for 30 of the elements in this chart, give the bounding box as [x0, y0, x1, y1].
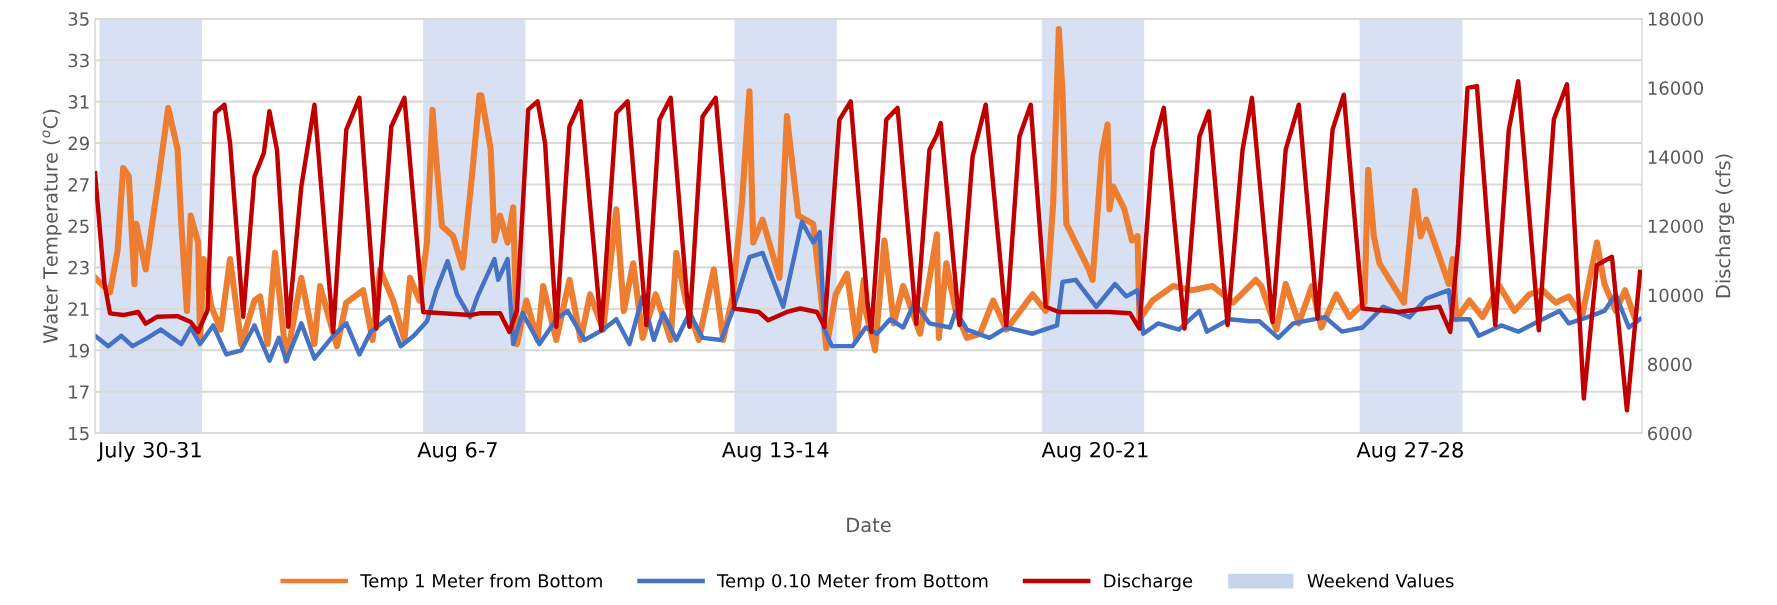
- x-tick-label: Aug 6-7: [417, 441, 497, 462]
- y-tick-label: 35: [68, 12, 89, 26]
- y-tick-label: 15: [69, 426, 89, 441]
- x-axis-title: Date: [847, 517, 891, 533]
- y-axis-title: Water Temperature ($^{o}$C): [42, 109, 62, 344]
- y-tick-label: 25: [68, 219, 89, 234]
- y-tick-label: 29: [68, 136, 89, 151]
- y2-tick-label: 6000: [1648, 426, 1692, 441]
- x-tick-label: Aug 13-14: [721, 441, 829, 462]
- y-tick-label: 21: [68, 302, 89, 316]
- y-tick-label: 19: [69, 343, 89, 358]
- x-tick-label: July 30-31: [96, 441, 201, 462]
- x-tick-label: Aug 27-28: [1356, 441, 1463, 462]
- y2-tick-label: 14000: [1648, 150, 1704, 165]
- legend-label: Temp 1 Meter from Bottom: [360, 573, 602, 592]
- y2-tick-label: 18000: [1648, 12, 1704, 26]
- x-tick-label: Aug 20-21: [1041, 441, 1148, 462]
- y-tick-label: 23: [68, 260, 89, 275]
- y2-axis-title: Discharge (cfs): [1715, 154, 1735, 298]
- legend-label: Weekend Values: [1307, 573, 1454, 588]
- y2-tick-label: 16000: [1648, 81, 1704, 95]
- y2-tick-label: 8000: [1648, 357, 1692, 372]
- legend-label: Discharge: [1104, 573, 1193, 592]
- y2-tick-label: 12000: [1648, 219, 1704, 234]
- y-tick-label: 33: [68, 53, 89, 68]
- y-tick-label: 17: [69, 385, 89, 399]
- y2-tick-label: 10000: [1648, 288, 1704, 303]
- y-tick-label: 27: [68, 177, 89, 192]
- legend-label: Temp 0.10 Meter from Bottom: [717, 573, 988, 592]
- y-tick-label: 31: [68, 95, 89, 109]
